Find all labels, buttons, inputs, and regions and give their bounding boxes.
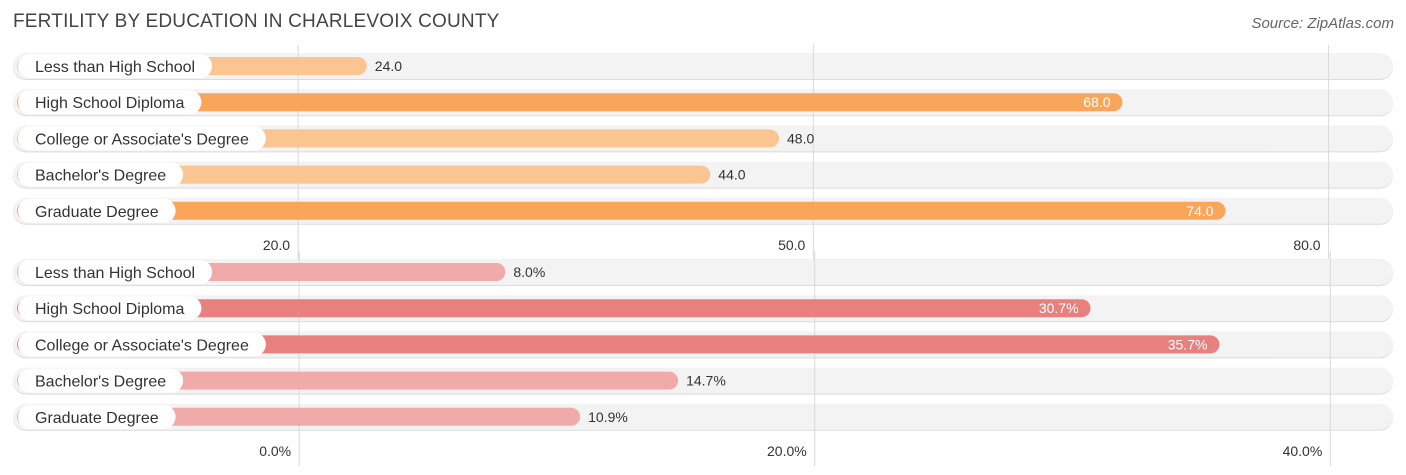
- category-label: Graduate Degree: [35, 204, 159, 221]
- value-label: 8.0%: [513, 264, 545, 280]
- tick-label: 50.0: [778, 237, 805, 253]
- category-pill: [18, 296, 202, 321]
- tick-label: 40.0%: [1283, 443, 1323, 459]
- category-label: Graduate Degree: [35, 410, 159, 427]
- category-label: High School Diploma: [35, 301, 185, 318]
- category-pill: [18, 332, 266, 357]
- category-pill: [18, 404, 176, 429]
- category-label: College or Associate's Degree: [35, 337, 249, 354]
- value-label: 74.0: [1186, 203, 1213, 219]
- value-label: 48.0: [787, 130, 814, 146]
- category-label: College or Associate's Degree: [35, 131, 249, 148]
- value-label: 24.0: [375, 58, 402, 74]
- tick-label: 80.0: [1293, 237, 1320, 253]
- value-label: 35.7%: [1168, 336, 1208, 352]
- bar: [17, 299, 1091, 318]
- category-pill: [18, 54, 213, 78]
- tick-label: 20.0: [263, 237, 290, 253]
- value-label: 30.7%: [1039, 300, 1079, 316]
- bar: [17, 371, 679, 390]
- category-pill: [18, 198, 176, 223]
- source-label: Source: ZipAtlas.com: [1251, 15, 1394, 32]
- category-label: High School Diploma: [35, 95, 185, 112]
- bar: [17, 335, 1220, 354]
- tick-label: 0.0%: [259, 443, 291, 459]
- panel-2: Less than High School 8.0% High School Dip…: [13, 251, 1393, 466]
- category-label: Less than High School: [35, 265, 195, 282]
- category-label: Less than High School: [35, 59, 195, 76]
- bar: [17, 201, 1226, 220]
- category-label: Bachelor's Degree: [35, 374, 166, 391]
- value-label: 44.0: [718, 167, 745, 183]
- panel-1: Less than High School 24.0 High School Dip…: [13, 45, 1393, 260]
- tick-label: 20.0%: [767, 443, 807, 459]
- bar: [17, 93, 1123, 112]
- category-pill: [18, 368, 184, 393]
- category-pill: [18, 260, 213, 284]
- category-pill: [18, 90, 202, 115]
- category-pill: [18, 162, 184, 187]
- chart-title: FERTILITY BY EDUCATION IN CHARLEVOIX COU…: [13, 11, 500, 32]
- category-pill: [18, 126, 266, 151]
- bar: [17, 165, 711, 184]
- value-label: 68.0: [1083, 94, 1110, 110]
- value-label: 14.7%: [686, 373, 726, 389]
- value-label: 10.9%: [588, 409, 628, 425]
- category-label: Bachelor's Degree: [35, 168, 166, 185]
